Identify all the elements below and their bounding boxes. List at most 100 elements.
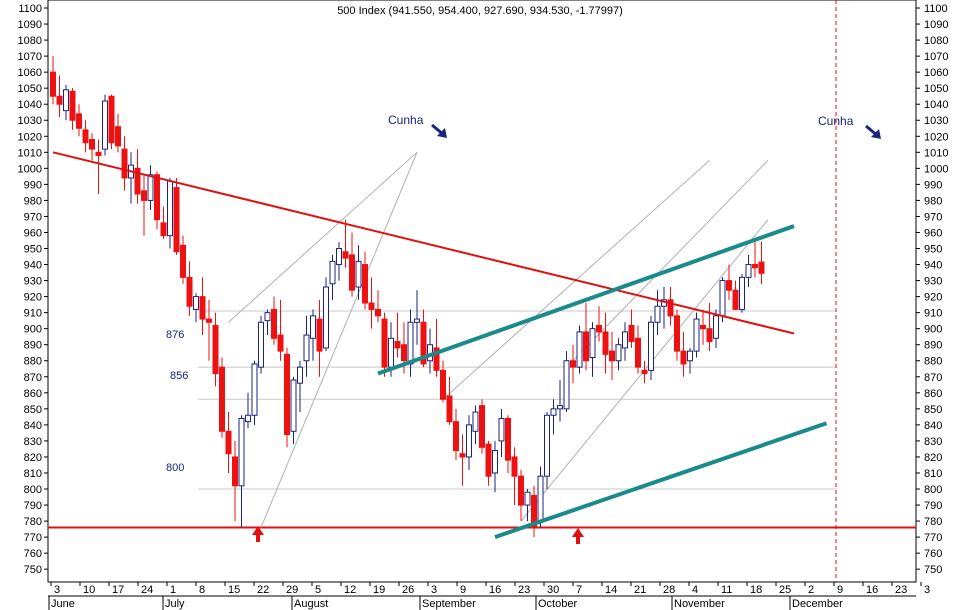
- candle-body: [206, 318, 212, 323]
- x-tick-label: 4: [692, 584, 698, 596]
- y-tick-label-right: 1080: [924, 35, 948, 47]
- y-tick-label-left: 870: [24, 372, 42, 384]
- x-tick-label: 16: [866, 584, 878, 596]
- candle-body: [693, 318, 700, 352]
- candle-body: [758, 261, 765, 274]
- candle-body: [752, 264, 758, 269]
- plot-frame: [47, 0, 917, 583]
- y-tick-label-right: 1100: [924, 3, 948, 15]
- candle-body: [368, 302, 375, 310]
- y-tick-label-left: 910: [24, 308, 42, 320]
- candle-body: [115, 126, 121, 147]
- candle-body: [524, 491, 531, 506]
- wedge-arrow-right-icon: [865, 124, 881, 139]
- candle-body: [713, 315, 719, 339]
- candle-body: [154, 174, 160, 221]
- candle-body: [414, 318, 420, 323]
- candle-body: [557, 405, 563, 410]
- y-tick-label-left: 940: [24, 260, 42, 272]
- x-tick-label: 23: [518, 584, 530, 596]
- candle-body: [440, 369, 446, 400]
- candle-body: [238, 417, 245, 487]
- y-tick-label-left: 1060: [18, 67, 42, 79]
- trendline-resistance: [52, 151, 795, 335]
- candle-body: [492, 450, 498, 474]
- x-tick-label: 14: [605, 584, 617, 596]
- y-tick-label-right: 800: [924, 484, 942, 496]
- y-tick-label-right: 760: [924, 548, 942, 560]
- candle-body: [420, 321, 427, 365]
- candle-body: [290, 379, 297, 432]
- candle-body: [680, 350, 687, 365]
- candle-body: [531, 494, 537, 528]
- candle-body: [563, 360, 570, 410]
- y-tick-label-right: 990: [924, 179, 942, 191]
- wedge-line: [228, 151, 418, 323]
- candle-body: [225, 430, 232, 455]
- y-tick-label-right: 820: [924, 452, 942, 464]
- x-month-label: October: [538, 598, 577, 610]
- y-tick-label-right: 900: [924, 324, 942, 336]
- candle-body: [635, 337, 641, 368]
- x-tick-label: 7: [576, 584, 582, 596]
- trendline-channel-upper: [377, 224, 795, 376]
- y-tick-label-left: 820: [24, 452, 42, 464]
- y-tick-label-left: 900: [24, 324, 42, 336]
- y-tick-label-right: 880: [924, 356, 942, 368]
- y-tick-label-right: 810: [924, 468, 942, 480]
- x-month-label: December: [792, 598, 843, 610]
- x-tick-label: 21: [634, 584, 646, 596]
- candle-body: [433, 347, 440, 371]
- candle-body: [459, 453, 466, 458]
- candle-body: [667, 299, 674, 317]
- y-tick-label-left: 760: [24, 548, 42, 560]
- candle-body: [82, 129, 89, 144]
- candle-body: [648, 321, 654, 371]
- y-tick-label-right: 1010: [924, 147, 948, 159]
- x-tick-label: 24: [141, 584, 153, 596]
- y-tick-label-left: 880: [24, 356, 42, 368]
- y-tick-label-left: 1030: [18, 115, 42, 127]
- level-label-800: 800: [166, 462, 184, 474]
- candle-body: [622, 331, 628, 349]
- candle-body: [303, 334, 310, 362]
- x-tick-label: 25: [779, 584, 791, 596]
- candle-body: [271, 308, 277, 339]
- candle-body: [466, 424, 472, 458]
- candle-body: [329, 260, 336, 285]
- candle-body: [56, 95, 63, 105]
- x-tick-label: 19: [373, 584, 385, 596]
- x-tick-label: 16: [489, 584, 501, 596]
- y-tick-label-left: 860: [24, 388, 42, 400]
- candle-body: [628, 324, 635, 343]
- candle-body: [654, 305, 661, 323]
- wedge-arrow-left-icon: [431, 123, 447, 138]
- candle-body: [50, 71, 56, 97]
- y-tick-label-left: 840: [24, 420, 42, 432]
- candle-body: [147, 174, 154, 201]
- y-tick-label-right: 1050: [924, 83, 948, 95]
- candle-body: [596, 324, 602, 333]
- candle-body: [544, 414, 550, 477]
- candle-body: [687, 350, 693, 362]
- candle-body: [355, 260, 362, 288]
- candle-body: [160, 222, 167, 237]
- candle-body: [602, 331, 609, 355]
- x-month-label: July: [165, 598, 185, 610]
- candle-body: [121, 148, 128, 179]
- y-tick-label-right: 890: [924, 340, 942, 352]
- y-tick-label-right: 850: [924, 404, 942, 416]
- candle-body: [472, 411, 479, 432]
- candle-body: [349, 254, 355, 291]
- x-month-label: November: [674, 598, 725, 610]
- x-tick-label: 8: [199, 584, 205, 596]
- y-tick-label-right: 840: [924, 420, 942, 432]
- x-tick-label: 15: [228, 584, 240, 596]
- y-tick-label-left: 850: [24, 404, 42, 416]
- x-tick-label: 26: [402, 584, 414, 596]
- candle-body: [63, 89, 69, 112]
- y-tick-label-left: 1010: [18, 147, 42, 159]
- candle-body: [505, 417, 511, 461]
